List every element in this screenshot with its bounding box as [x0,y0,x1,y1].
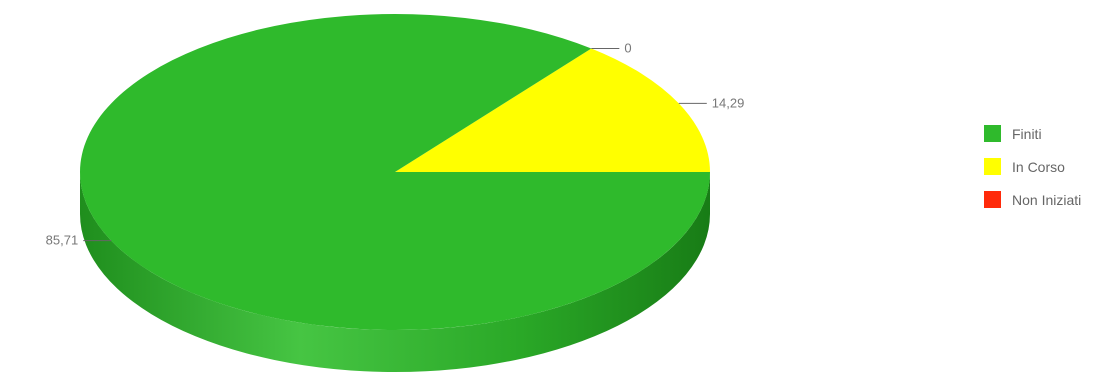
data-label-in-corso: 14,29 [712,95,745,110]
data-label-non-iniziati: 0 [624,40,631,55]
pie-slices [80,14,711,331]
legend-item-in-corso: In Corso [984,157,1081,176]
pie-slice-in-corso [395,48,710,172]
legend-item-finiti: Finiti [984,124,1081,143]
pie-side [80,172,710,372]
legend-swatch [984,125,1001,142]
legend-swatch [984,158,1001,175]
pie-labels: 85,71 14,29 0 [46,40,745,247]
legend-label: Finiti [1012,125,1042,142]
pie-slice-finiti [80,14,711,331]
legend-label: Non Iniziati [1012,191,1082,208]
legend-item-non-iniziati: Non Iniziati [984,190,1081,209]
legend-label: In Corso [1012,158,1065,175]
pie-side-wall [80,172,710,372]
legend-swatch [984,191,1001,208]
legend: Finiti In Corso Non Iniziati [984,124,1081,223]
data-label-finiti: 85,71 [46,233,79,248]
